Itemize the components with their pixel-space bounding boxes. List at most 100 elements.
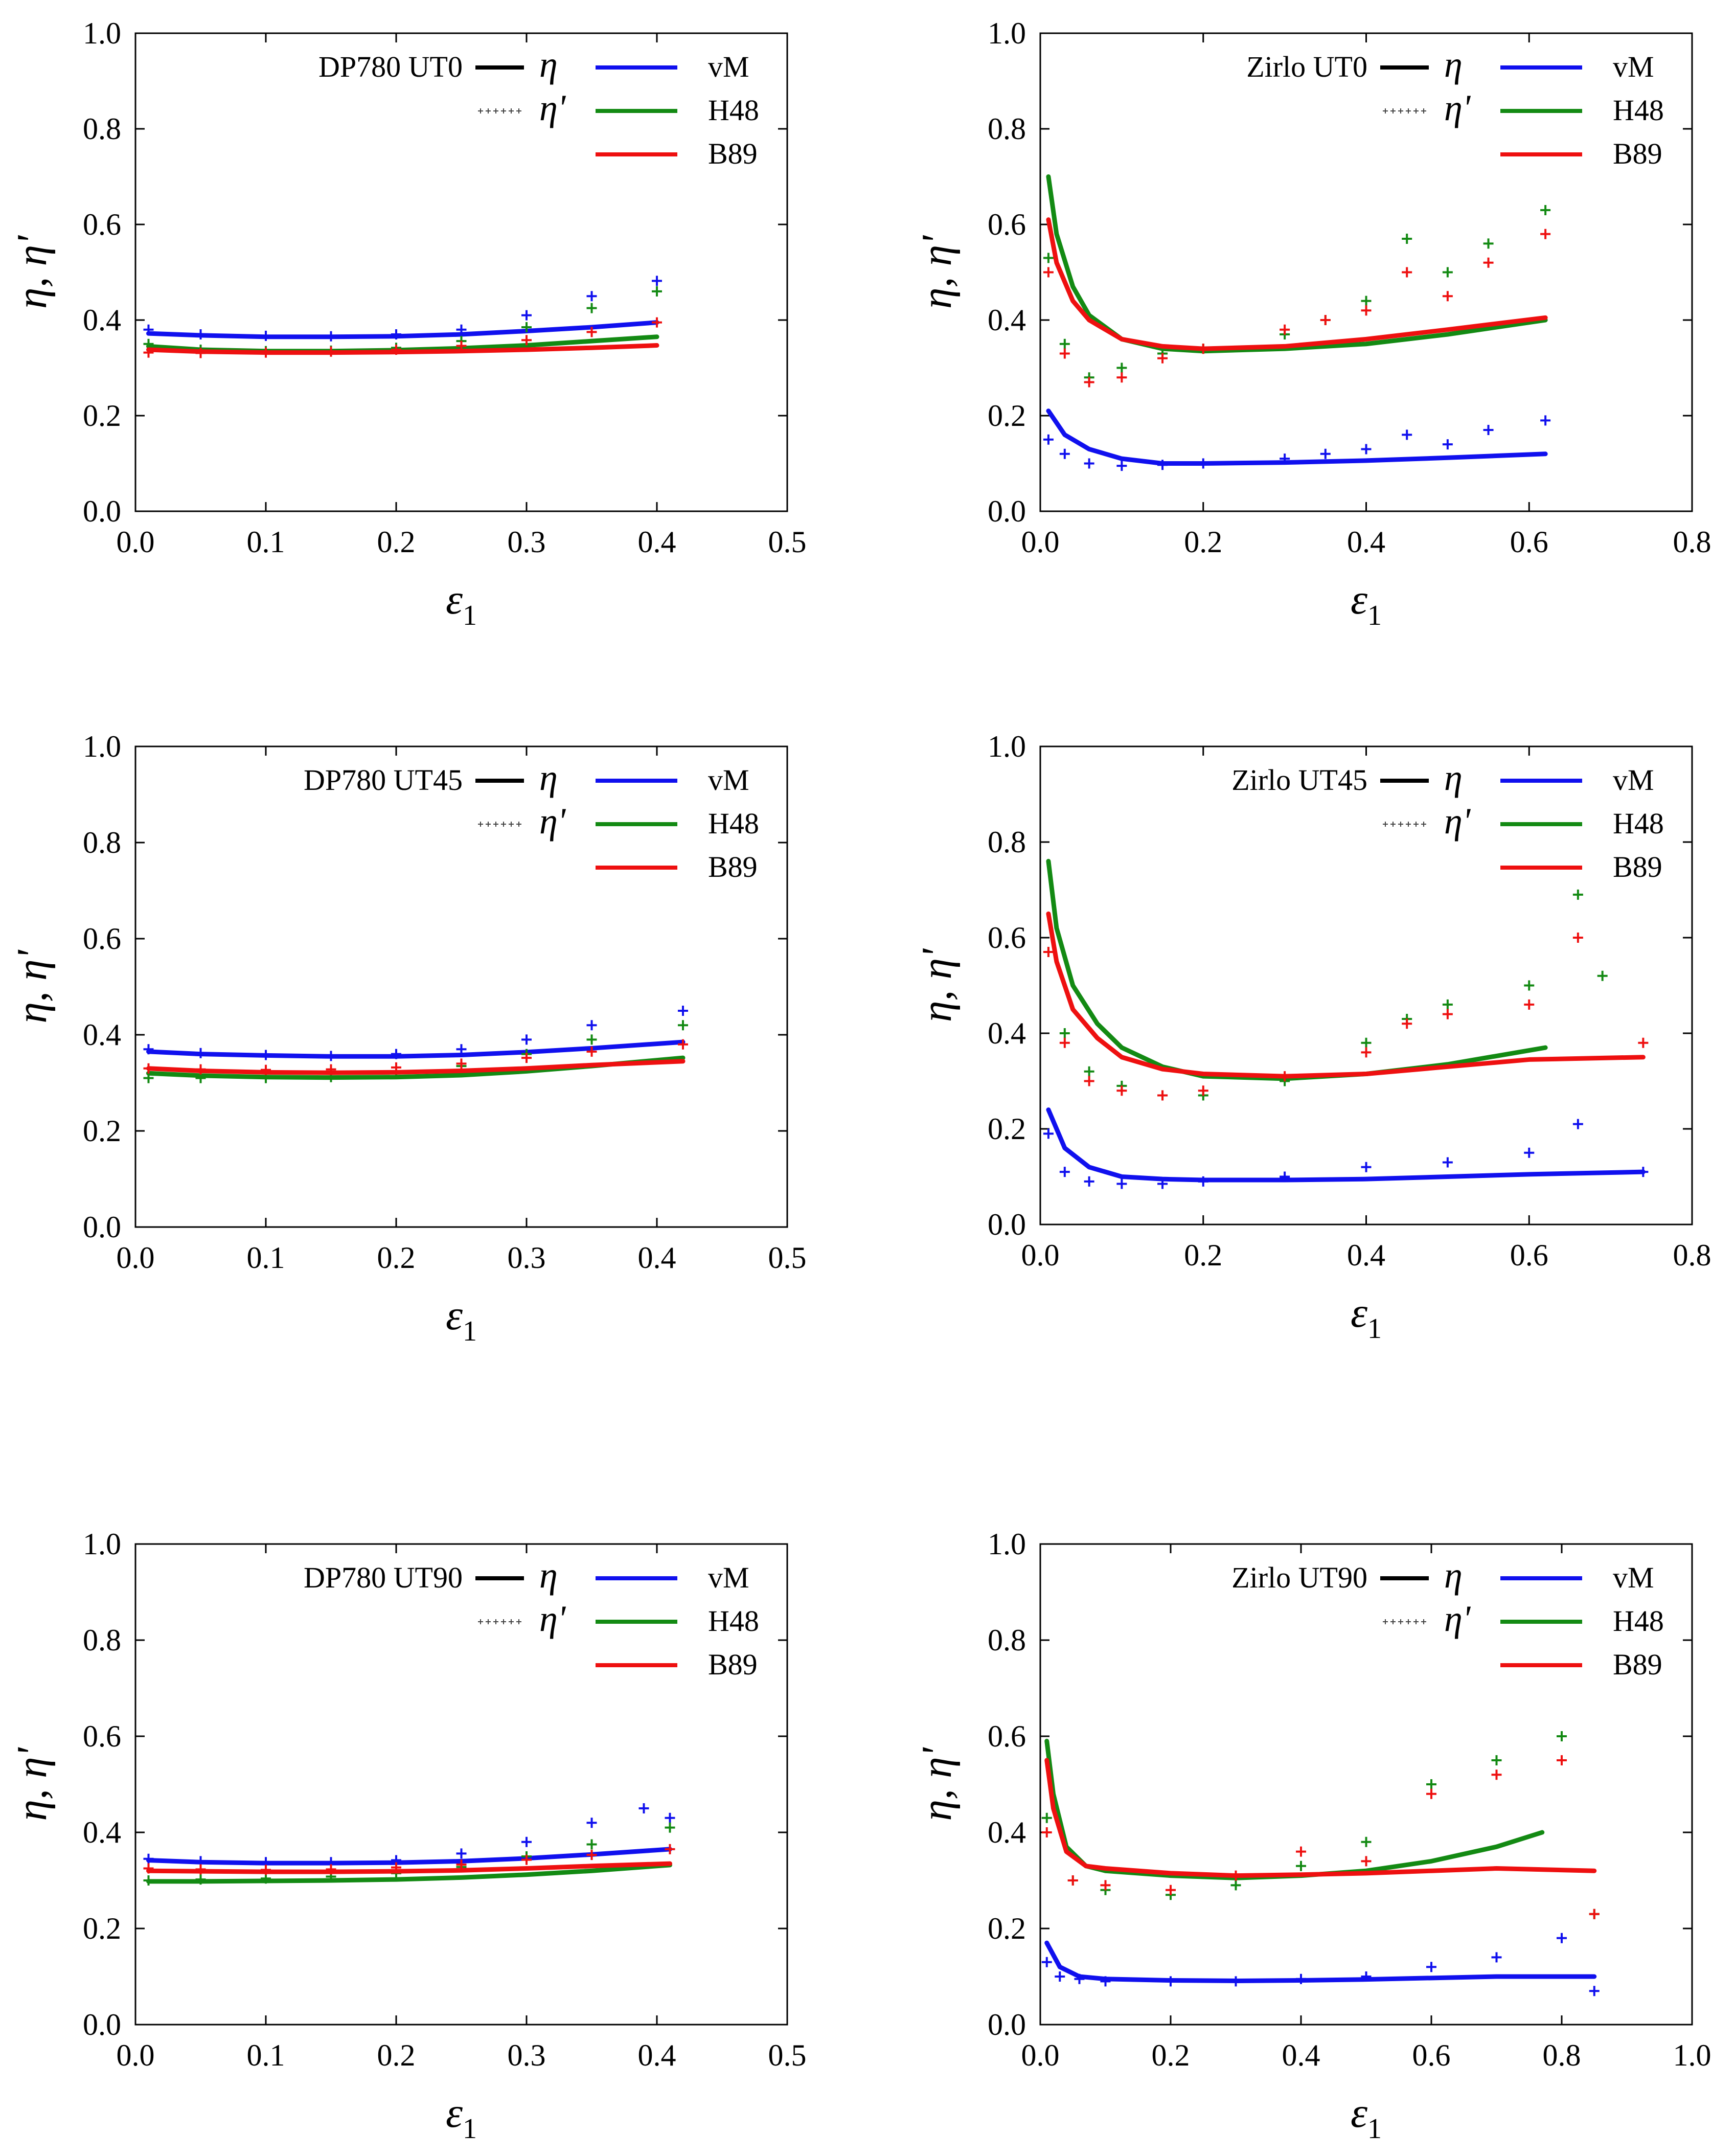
y-tick-label: 0.8 <box>83 112 121 146</box>
data-point-vM <box>1157 460 1168 470</box>
data-point-vM <box>1361 1971 1372 1982</box>
data-point-H48 <box>1524 980 1535 991</box>
y-axis-label: η, η' <box>8 949 56 1023</box>
panel-title: Zirlo UT45 <box>1231 763 1367 797</box>
data-point-vM <box>1084 1176 1094 1187</box>
y-tick-label: 0.8 <box>83 826 121 859</box>
x-tick-label: 0.0 <box>117 525 155 559</box>
y-tick-label: 1.0 <box>988 730 1026 763</box>
legend-etaprime-marker <box>516 1619 521 1624</box>
data-point-H48 <box>586 303 597 313</box>
data-point-B89 <box>521 335 532 346</box>
legend-etaprime-label: η' <box>1444 87 1471 128</box>
legend-eta-label: η <box>1444 757 1463 798</box>
x-tick-label: 0.2 <box>1184 525 1222 559</box>
y-tick-label: 1.0 <box>988 1527 1026 1561</box>
data-point-H48 <box>586 1839 597 1850</box>
y-tick-label: 1.0 <box>988 16 1026 50</box>
data-point-vM <box>1043 434 1054 445</box>
data-point-vM <box>1059 448 1070 459</box>
data-point-vM <box>638 1803 649 1813</box>
legend-etaprime-marker <box>1398 1619 1403 1624</box>
data-point-vM <box>456 324 467 335</box>
legend-etaprime-marker <box>493 1619 498 1624</box>
y-tick-label: 0.6 <box>988 1719 1026 1753</box>
x-axis-label: ε1 <box>1351 1289 1382 1345</box>
y-axis-label: η, η' <box>913 235 961 309</box>
x-tick-label: 0.0 <box>1021 2038 1060 2072</box>
legend-label-H48: H48 <box>708 1604 759 1638</box>
data-point-B89 <box>1491 1769 1502 1780</box>
legend-etaprime-marker <box>1413 822 1419 827</box>
legend-etaprime-label: η' <box>539 87 566 128</box>
y-tick-label: 0.6 <box>988 921 1026 955</box>
y-tick-label: 0.4 <box>988 303 1026 337</box>
legend-etaprime-label: η' <box>1444 1598 1471 1639</box>
data-point-H48 <box>261 1873 271 1884</box>
data-point-vM <box>195 329 206 340</box>
y-tick-label: 0.0 <box>83 494 121 528</box>
legend-etaprime-marker <box>509 108 514 114</box>
plot-frame <box>1039 1543 1693 2026</box>
series-line-B89 <box>1046 217 1548 351</box>
legend-etaprime-label: η' <box>1444 801 1471 842</box>
legend-label-B89: B89 <box>708 1648 758 1681</box>
y-axis-label: η, η' <box>913 1746 961 1821</box>
y-tick-label: 1.0 <box>83 730 121 763</box>
y-tick-label: 0.4 <box>83 1815 121 1849</box>
data-point-B89 <box>326 346 336 357</box>
x-tick-label: 0.2 <box>377 2038 416 2072</box>
data-layer <box>143 1803 675 1886</box>
data-layer <box>1041 1731 1600 1996</box>
data-point-vM <box>326 331 336 342</box>
data-point-B89 <box>586 1850 597 1860</box>
x-axis-label: ε1 <box>1351 2089 1382 2145</box>
data-point-B89 <box>1116 1085 1127 1096</box>
data-point-vM <box>1280 453 1290 464</box>
data-point-vM <box>1361 1162 1372 1172</box>
data-point-B89 <box>391 1862 401 1873</box>
legend-eta-label: η <box>539 44 558 85</box>
data-point-B89 <box>1361 1047 1372 1058</box>
plot-frame <box>134 32 788 512</box>
legend-label-B89: B89 <box>1613 137 1662 170</box>
series-line-vM <box>1046 408 1548 466</box>
data-point-B89 <box>1059 1037 1070 1048</box>
data-point-H48 <box>521 322 532 333</box>
data-point-vM <box>1361 444 1372 455</box>
x-tick-label: 0.8 <box>1543 2038 1581 2072</box>
legend-etaprime-marker <box>1421 1619 1426 1624</box>
x-tick-label: 0.0 <box>1021 525 1060 559</box>
data-point-vM <box>586 291 597 302</box>
x-tick-label: 0.0 <box>117 1241 155 1275</box>
x-tick-label: 0.1 <box>247 525 285 559</box>
y-tick-label: 0.0 <box>988 1208 1026 1241</box>
data-point-B89 <box>1198 344 1208 354</box>
y-tick-label: 0.2 <box>988 1112 1026 1146</box>
chart-panel: 0.0 0.1 0.2 0.3 0.4 0.5 0.0 0.2 0.4 0.6 0.8 1.0 ε1 η,… <box>8 16 807 631</box>
x-tick-label: 0.8 <box>1673 525 1711 559</box>
data-point-H48 <box>1442 267 1453 278</box>
legend-etaprime-marker <box>1421 108 1426 114</box>
data-point-B89 <box>326 1064 336 1075</box>
data-point-vM <box>1442 1157 1453 1168</box>
data-point-B89 <box>1280 324 1290 335</box>
data-point-B89 <box>1084 377 1094 388</box>
data-point-B89 <box>143 347 154 358</box>
x-tick-label: 0.0 <box>117 2038 155 2072</box>
data-point-H48 <box>1361 1836 1372 1847</box>
x-tick-label: 0.6 <box>1510 525 1548 559</box>
data-point-H48 <box>195 1073 206 1083</box>
data-point-H48 <box>665 1822 675 1833</box>
legend-etaprime-marker <box>486 108 491 114</box>
data-point-vM <box>456 1848 467 1859</box>
series-line-H48 <box>146 1055 686 1080</box>
legend-label-vM: vM <box>1613 50 1654 83</box>
series-line-vM <box>1046 1107 1646 1183</box>
legend-etaprime-marker <box>1413 108 1419 114</box>
y-tick-label: 0.2 <box>988 399 1026 433</box>
data-point-H48 <box>1361 296 1372 306</box>
legend-etaprime-marker <box>1383 822 1388 827</box>
data-point-H48 <box>143 1875 154 1886</box>
x-tick-label: 0.4 <box>638 1241 676 1275</box>
